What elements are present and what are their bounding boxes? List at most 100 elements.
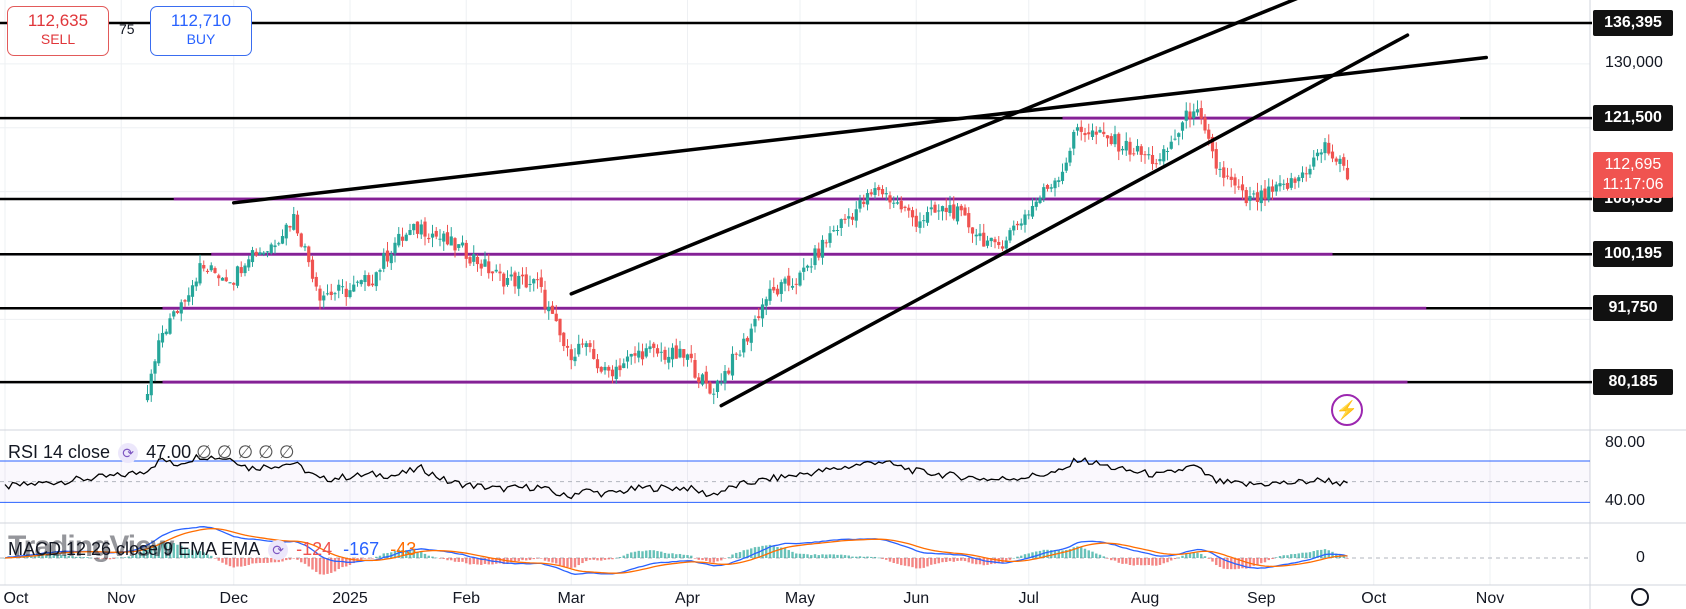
macd-histogram-bar: [1158, 558, 1162, 565]
candle-body: [153, 361, 157, 374]
macd-histogram-bar: [618, 557, 622, 558]
candle-body: [880, 188, 885, 195]
candle-body: [1000, 246, 1005, 249]
macd-histogram-bar: [1012, 557, 1015, 559]
macd-histogram-bar: [952, 558, 955, 562]
flash-icon[interactable]: ⚡: [1331, 394, 1363, 426]
candle-body: [524, 274, 528, 288]
macd-histogram-bar: [540, 558, 543, 559]
macd-histogram-bar: [607, 558, 610, 560]
macd-histogram-bar: [1222, 558, 1225, 569]
macd-histogram-bar: [487, 558, 490, 565]
candle-body: [918, 221, 922, 228]
macd-histogram-bar: [1020, 555, 1023, 558]
candle-body: [1233, 177, 1237, 186]
macd-histogram-bar: [435, 557, 438, 559]
cycle-icon[interactable]: ⟳: [268, 540, 289, 561]
macd-histogram-bar: [1042, 549, 1045, 558]
candle-body: [1300, 172, 1305, 178]
candle-body: [370, 283, 375, 286]
cycle-icon[interactable]: ⟳: [118, 443, 139, 464]
candle-body: [1293, 178, 1297, 183]
candle-body: [412, 223, 416, 231]
macd-histogram-bar: [375, 556, 378, 558]
candle-body: [1285, 182, 1290, 189]
macd-histogram-bar: [315, 558, 318, 572]
macd-histogram-bar: [341, 558, 344, 568]
macd-histogram-bar: [285, 558, 288, 561]
candle-body: [374, 272, 378, 287]
macd-histogram-bar: [780, 547, 783, 558]
rsi-legend-extra: ∅ ∅ ∅ ∅ ∅: [196, 442, 295, 462]
candle-body: [1240, 184, 1245, 191]
macd-histogram-bar: [945, 558, 948, 562]
macd-histogram-bar: [56, 554, 59, 558]
rsi-legend[interactable]: RSI 14 close ⟳ 47.00 ∅ ∅ ∅ ∅ ∅: [8, 442, 295, 464]
macd-histogram-bar: [225, 558, 228, 565]
candle-body: [742, 338, 746, 353]
candle-body: [1218, 168, 1222, 170]
candle-body: [798, 272, 802, 286]
candle-body: [258, 252, 262, 255]
macd-axis-label-0: 0: [1636, 549, 1645, 566]
macd-histogram-bar: [828, 554, 832, 558]
macd-histogram-bar: [1278, 556, 1282, 558]
candle-body: [284, 224, 288, 239]
macd-histogram-bar: [1016, 556, 1019, 558]
macd-histogram-bar: [1117, 558, 1120, 563]
gear-icon[interactable]: [1631, 588, 1649, 606]
macd-histogram-bar: [41, 554, 44, 558]
candle-body: [438, 238, 442, 240]
candle-body: [303, 246, 307, 248]
macd-histogram-bar: [851, 556, 854, 558]
buy-button[interactable]: 112,710 BUY: [150, 6, 252, 56]
macd-histogram-bar: [795, 553, 798, 558]
tradingview-watermark: TradingView: [8, 530, 174, 563]
macd-histogram-bar: [446, 558, 449, 561]
macd-histogram-bar: [187, 549, 190, 558]
candle-body: [277, 243, 281, 245]
candle-body: [404, 234, 408, 241]
macd-histogram-bar: [157, 543, 160, 558]
macd-legend[interactable]: MACD 12 26 close 9 EMA EMA ⟳ -124 -167 -43: [8, 539, 416, 561]
candle-body: [745, 337, 750, 342]
candle-body: [993, 239, 997, 243]
candle-body: [805, 265, 810, 268]
macd-histogram-bar: [1008, 558, 1012, 560]
candle-body: [989, 237, 993, 242]
candle-body: [899, 200, 903, 210]
macd-histogram-bar: [765, 545, 768, 558]
macd-histogram-bar: [37, 554, 40, 558]
macd-histogram-bar: [161, 542, 164, 558]
macd-histogram-bar: [1095, 553, 1098, 558]
candle-body: [682, 349, 686, 358]
candle-body: [1199, 108, 1203, 119]
candle-body: [1259, 190, 1263, 204]
candle-body: [985, 240, 990, 246]
macd-histogram-bar: [1256, 558, 1259, 566]
macd-histogram-bar: [168, 542, 172, 558]
macd-line: [4, 526, 1348, 575]
candle-body: [1282, 183, 1286, 185]
macd-histogram-bar: [510, 558, 513, 563]
macd-histogram-bar: [423, 553, 427, 558]
candle-body: [1053, 180, 1057, 189]
macd-histogram-bar: [870, 556, 873, 558]
candle-body: [213, 268, 217, 273]
candle-body: [220, 277, 225, 281]
candle-body: [843, 218, 847, 220]
macd-histogram-bar: [1065, 550, 1068, 558]
candle-body: [835, 230, 840, 232]
candle-body: [1064, 162, 1068, 171]
candle-body: [168, 318, 172, 334]
sell-button[interactable]: 112,635 SELL: [7, 6, 109, 56]
candle-body: [944, 207, 948, 213]
macd-histogram-bar: [956, 558, 959, 561]
candle-body: [1319, 152, 1323, 155]
candle-body: [558, 318, 562, 336]
macd-histogram-bar: [146, 549, 149, 558]
macd-histogram-bar: [892, 558, 895, 563]
candle-body: [1102, 131, 1106, 135]
candle-body: [254, 251, 258, 256]
